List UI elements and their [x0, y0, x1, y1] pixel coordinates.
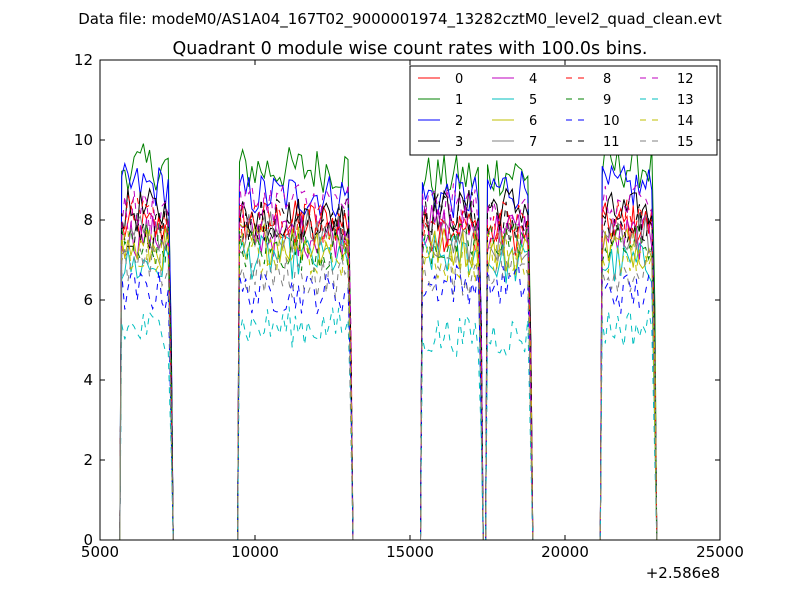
series-line-7 [119, 210, 658, 541]
legend-label-11: 11 [603, 135, 620, 150]
y-tick-label: 8 [83, 211, 93, 229]
series-line-8 [119, 195, 658, 541]
legend-label-5: 5 [529, 93, 537, 108]
y-tick-label: 0 [83, 531, 93, 549]
legend-label-1: 1 [455, 93, 463, 108]
series-line-14 [119, 229, 658, 541]
series-line-2 [119, 161, 658, 541]
legend-label-10: 10 [603, 114, 620, 129]
chart-title: Quadrant 0 module wise count rates with … [173, 39, 648, 59]
legend-label-13: 13 [677, 93, 694, 108]
series-line-12 [119, 179, 658, 541]
series-line-0 [119, 200, 658, 541]
series-line-5 [119, 233, 658, 541]
legend-label-3: 3 [455, 135, 463, 150]
legend-label-0: 0 [455, 72, 463, 87]
legend-label-14: 14 [677, 114, 694, 129]
legend-frame [409, 65, 718, 156]
series-line-1 [119, 142, 658, 541]
legend-label-4: 4 [529, 72, 537, 87]
x-offset-label: +2.586e8 [646, 564, 720, 582]
series-line-13 [119, 306, 658, 541]
legend-label-9: 9 [603, 93, 611, 108]
y-tick-label: 4 [83, 371, 93, 389]
plot-frame [99, 59, 721, 541]
series-line-3 [119, 187, 658, 541]
y-tick-label: 12 [74, 51, 93, 69]
series-line-6 [119, 222, 658, 541]
series-line-11 [119, 192, 658, 541]
y-tick-label: 2 [83, 451, 93, 469]
legend-label-2: 2 [455, 114, 463, 129]
legend-label-8: 8 [603, 72, 611, 87]
x-tick-label: 5000 [81, 543, 119, 561]
legend-label-6: 6 [529, 114, 537, 129]
x-tick-label: 10000 [231, 543, 279, 561]
x-tick-label: 20000 [541, 543, 589, 561]
series-line-15 [119, 245, 658, 541]
series-line-10 [119, 263, 658, 541]
x-tick-label: 15000 [386, 543, 434, 561]
series-layer [119, 142, 658, 541]
chart-suptitle: Data file: modeM0/AS1A04_167T02_90000019… [78, 10, 722, 29]
y-tick-label: 10 [74, 131, 93, 149]
legend-label-12: 12 [677, 72, 694, 87]
legend-label-15: 15 [677, 135, 694, 150]
series-line-9 [119, 220, 658, 541]
legend-label-7: 7 [529, 135, 537, 150]
y-tick-label: 6 [83, 291, 93, 309]
x-tick-label: 25000 [696, 543, 744, 561]
series-line-4 [119, 204, 658, 541]
